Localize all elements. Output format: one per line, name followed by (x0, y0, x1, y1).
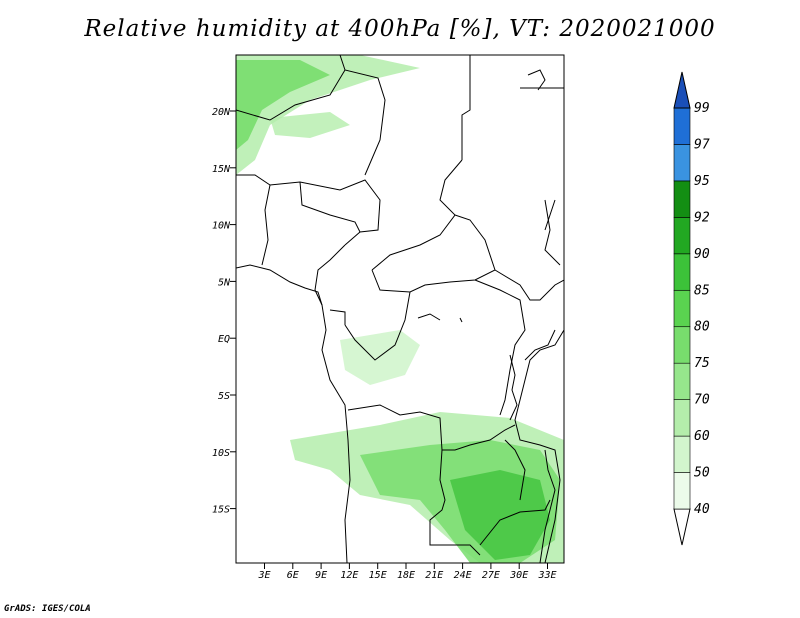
grads-credit: GrADS: IGES/COLA (4, 604, 91, 614)
border-great-lakes (509, 329, 556, 421)
lon-tick-label: 6E (287, 570, 299, 581)
lake-outline (417, 313, 463, 323)
colorbar-label: 40 (694, 502, 710, 517)
border-cameroon (314, 244, 346, 325)
lon-tick-label: 12E (340, 570, 358, 581)
colorbar-over-triangle (673, 71, 691, 109)
border-sahel (236, 174, 381, 246)
humidity-area-sahara-band (270, 112, 350, 138)
colorbar-segment (673, 144, 691, 182)
lat-tick-label: EQ (218, 334, 230, 345)
colorbar-label: 80 (694, 320, 710, 335)
lat-tick-label: 10S (212, 448, 230, 459)
lon-tick-label: 24E (454, 570, 472, 581)
colorbar-segment (673, 253, 691, 291)
colorbar-label: 95 (694, 174, 710, 189)
colorbar-label: 70 (694, 393, 710, 408)
lat-tick-label: 15S (212, 505, 230, 516)
chart-title: Relative humidity at 400hPa [%], VT: 202… (84, 16, 716, 42)
lon-tick-label: 21E (425, 570, 443, 581)
lat-tick-label: 5N (218, 277, 231, 288)
country-borders (236, 55, 564, 563)
border-south-sudan (494, 199, 564, 301)
colorbar-segment (673, 362, 691, 400)
colorbar-segment (673, 180, 691, 218)
coastline-east-africa (514, 329, 564, 563)
colorbar: 40 50 60 70 75 80 85 90 92 95 97 99 (673, 71, 710, 546)
lon-tick-label: 3E (257, 570, 270, 581)
humidity-area-south-max (450, 470, 550, 560)
colorbar-under-triangle (673, 508, 691, 546)
humidity-area-central (340, 330, 420, 385)
colorbar-segment (673, 289, 691, 328)
humidity-fill (236, 55, 564, 563)
colorbar-segment (673, 472, 691, 510)
map-frame (235, 54, 565, 564)
coastline-west-africa (236, 264, 351, 563)
colorbar-label: 50 (694, 466, 710, 481)
border-angola-zambia (429, 449, 481, 556)
colorbar-label: 99 (694, 101, 710, 116)
lon-tick-label: 18E (397, 570, 415, 581)
border-libya-egypt (461, 55, 471, 160)
lat-tick-label: 20N (212, 107, 231, 118)
colorbar-label: 92 (694, 210, 710, 225)
colorbar-segment (673, 399, 691, 437)
colorbar-label: 85 (694, 283, 710, 298)
colorbar-label: 60 (694, 429, 710, 444)
border-mali-niger (236, 69, 346, 121)
border-chad-sudan (371, 159, 463, 271)
border-nigeria (261, 181, 361, 266)
lon-tick-label: 15E (369, 570, 387, 581)
border-car (371, 214, 496, 293)
lon-tick-label: 9E (315, 570, 327, 581)
colorbar-label: 90 (694, 247, 710, 262)
colorbar-segment (673, 326, 691, 364)
longitude-axis: 3E 6E 9E 12E 15E 18E 21E 24E 27E 30E 33E (257, 563, 557, 581)
border-nile-region (520, 87, 564, 231)
border-drc (344, 279, 526, 416)
colorbar-segment (673, 107, 691, 145)
border-mozambique (539, 449, 556, 563)
colorbar-segment (673, 217, 691, 255)
colorbar-label: 97 (694, 137, 710, 152)
lon-tick-label: 27E (482, 570, 500, 581)
lon-tick-label: 30E (509, 570, 528, 581)
lon-tick-label: 33E (537, 570, 556, 581)
coastline-red-sea (527, 69, 546, 91)
border-zambia-zimbabwe (479, 439, 551, 546)
colorbar-segment (673, 435, 691, 473)
latitude-axis: 20N 15N 10N 5N EQ 5S 10S 15S (212, 107, 236, 516)
lat-tick-label: 15N (212, 164, 231, 175)
lat-tick-label: 5S (218, 391, 230, 402)
border-algeria-libya (339, 55, 386, 176)
humidity-area-northwest-core (236, 60, 330, 150)
colorbar-label: 75 (694, 356, 710, 371)
lat-tick-label: 10N (212, 221, 231, 232)
